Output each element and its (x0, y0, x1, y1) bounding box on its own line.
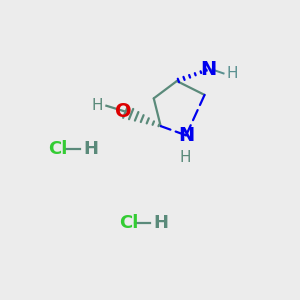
Text: H: H (83, 140, 98, 158)
Text: H: H (226, 66, 238, 81)
Text: H: H (154, 214, 169, 232)
Text: N: N (200, 60, 216, 79)
Text: Cl: Cl (48, 140, 68, 158)
Text: Cl: Cl (119, 214, 138, 232)
Text: O: O (116, 102, 132, 121)
Text: H: H (92, 98, 103, 113)
Text: H: H (180, 150, 191, 165)
Text: N: N (178, 126, 194, 145)
